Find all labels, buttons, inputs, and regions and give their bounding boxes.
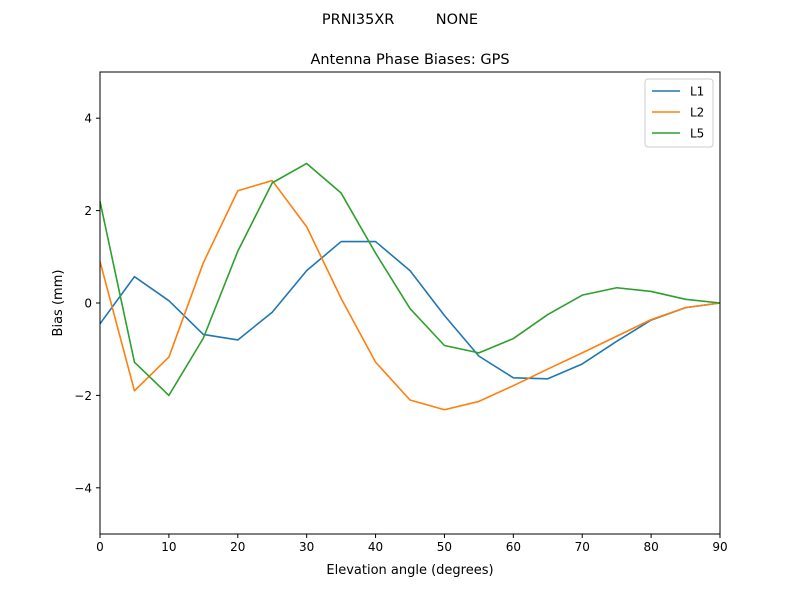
figure-suptitle: PRNI35XR NONE bbox=[322, 12, 478, 28]
plot-frame bbox=[99, 71, 721, 535]
y-axis: −4 −2 0 2 4 bbox=[74, 112, 100, 495]
x-tick-label: 50 bbox=[437, 540, 452, 554]
x-tick-label: 10 bbox=[161, 540, 176, 554]
series-line-l1 bbox=[99, 240, 721, 380]
legend-box bbox=[644, 78, 714, 148]
x-tick-label: 30 bbox=[299, 540, 314, 554]
x-tick-label: 60 bbox=[506, 540, 521, 554]
x-tick-label: 80 bbox=[643, 540, 658, 554]
legend-label-l1: L1 bbox=[690, 85, 704, 99]
x-tick-label: 40 bbox=[368, 540, 383, 554]
x-axis: 0 10 20 30 40 50 60 70 80 90 bbox=[96, 534, 728, 554]
legend: L1 L2 L5 bbox=[644, 78, 714, 148]
y-tick-label: 2 bbox=[84, 204, 92, 218]
y-tick-label: −4 bbox=[74, 481, 92, 495]
y-tick-label: 4 bbox=[84, 112, 92, 126]
legend-label-l2: L2 bbox=[690, 106, 704, 120]
y-tick-label: 0 bbox=[84, 297, 92, 311]
x-tick-label: 0 bbox=[96, 540, 104, 554]
x-tick-label: 90 bbox=[712, 540, 727, 554]
series-line-l5 bbox=[99, 162, 721, 397]
y-axis-label: Bias (mm) bbox=[51, 270, 66, 337]
x-axis-label: Elevation angle (degrees) bbox=[326, 563, 493, 578]
y-tick-label: −2 bbox=[74, 389, 92, 403]
series-line-l2 bbox=[99, 179, 721, 411]
x-tick-label: 70 bbox=[575, 540, 590, 554]
legend-label-l5: L5 bbox=[690, 127, 704, 141]
x-tick-label: 20 bbox=[230, 540, 245, 554]
chart-title: Antenna Phase Biases: GPS bbox=[310, 52, 509, 68]
plot-lines bbox=[99, 162, 721, 411]
